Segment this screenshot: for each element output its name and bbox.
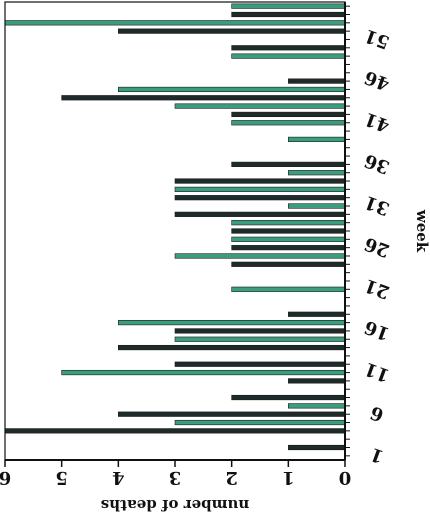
- bar-week-16: [174, 328, 346, 334]
- y-tick-label-0: 0: [339, 467, 352, 488]
- y-ticks-group: 0 1 2 3 4 5 6: [0, 460, 351, 488]
- bar-week-27: [231, 236, 346, 242]
- y-tick-label-3: 3: [169, 467, 182, 488]
- bar-week-5: [174, 419, 346, 426]
- x-tick-label-51: 51: [362, 24, 393, 52]
- x-tick-label-41: 41: [362, 108, 393, 136]
- bar-week-18: [288, 311, 346, 317]
- x-tick-label-1: 1: [368, 443, 387, 467]
- bar-week-35: [288, 170, 346, 176]
- bar-week-21: [231, 286, 346, 292]
- bar-week-25: [174, 253, 346, 259]
- x-tick-label-26: 26: [362, 233, 393, 261]
- bar-week-24: [231, 261, 346, 267]
- x-tick-label-36: 36: [362, 149, 393, 177]
- y-tick-label-1: 1: [282, 467, 295, 488]
- bar-week-42: [231, 111, 346, 118]
- bar-week-33: [174, 186, 346, 192]
- bar-week-55: [231, 3, 346, 9]
- bar-week-12: [174, 361, 346, 367]
- x-tick-label-11: 11: [362, 358, 393, 386]
- bar-week-41: [231, 120, 346, 126]
- bar-week-50: [231, 45, 346, 51]
- x-tick-label-31: 31: [362, 191, 393, 219]
- x-tick-label-6: 6: [368, 401, 387, 425]
- bar-week-53: [4, 20, 346, 26]
- bar-week-6: [118, 411, 346, 417]
- bar-week-52: [118, 28, 346, 34]
- bars-group: [4, 3, 346, 451]
- bar-week-8: [231, 394, 346, 401]
- bar-week-7: [288, 403, 346, 409]
- x-tick-label-46: 46: [362, 66, 393, 94]
- bar-week-26: [231, 245, 346, 251]
- bar-week-17: [118, 320, 346, 326]
- bar-week-15: [174, 336, 346, 342]
- y-tick-label-2: 2: [225, 467, 238, 488]
- bar-week-31: [288, 203, 346, 209]
- bar-week-30: [174, 211, 346, 217]
- y-tick-label-5: 5: [55, 467, 68, 488]
- bar-week-14: [118, 344, 346, 351]
- y-tick-label-4: 4: [112, 467, 125, 488]
- bar-week-46: [288, 78, 346, 84]
- y-axis-title: number of deaths: [101, 496, 250, 514]
- bar-week-49: [231, 53, 346, 59]
- bar-week-32: [174, 195, 346, 201]
- x-axis-title: week: [413, 209, 430, 253]
- bar-week-11: [61, 369, 346, 376]
- bar-week-28: [231, 228, 346, 234]
- bar-week-39: [288, 136, 346, 142]
- bar-week-4: [4, 428, 346, 434]
- bar-week-36: [231, 161, 346, 167]
- bar-week-29: [231, 220, 346, 226]
- y-tick-label-6: 6: [0, 467, 11, 488]
- x-tick-label-16: 16: [362, 316, 393, 344]
- x-tick-label-21: 21: [362, 274, 393, 302]
- bar-week-34: [174, 178, 346, 184]
- bar-week-45: [118, 86, 346, 93]
- bar-week-43: [174, 103, 346, 109]
- bar-week-54: [231, 11, 346, 18]
- bar-week-44: [61, 95, 346, 101]
- bar-week-2: [288, 444, 346, 451]
- bar-week-10: [288, 378, 346, 384]
